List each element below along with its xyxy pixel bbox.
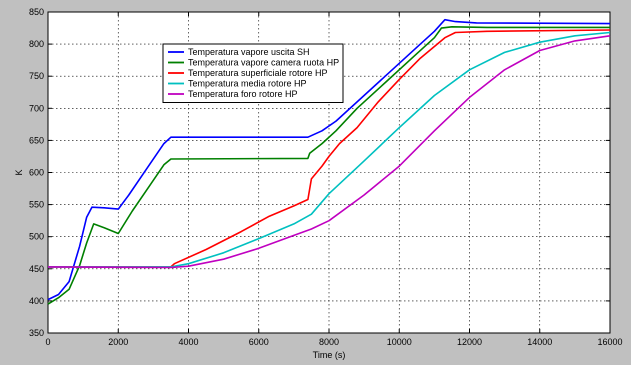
y-tick-label: 700: [29, 103, 44, 113]
series-line-1: [47, 18, 611, 301]
legend-label-2: Temperatura vapore camera ruota HP: [188, 58, 339, 68]
y-tick-label: 850: [29, 7, 44, 17]
series-lines: [47, 18, 611, 305]
x-tick-label: 0: [45, 337, 50, 347]
y-tick-label: 550: [29, 200, 44, 210]
y-tick-label: 650: [29, 135, 44, 145]
series-line-4: [48, 31, 611, 268]
series-line-5: [47, 35, 611, 269]
y-tick-label: 450: [29, 264, 44, 274]
legend: Temperatura vapore uscita SHTemperatura …: [162, 43, 344, 103]
x-tick-label: 14000: [527, 337, 552, 347]
y-tick-label: 400: [29, 296, 44, 306]
x-tick-label: 4000: [178, 337, 198, 347]
y-tick-label: 750: [29, 71, 44, 81]
x-tick-label: 2000: [108, 337, 128, 347]
x-tick-label: 8000: [319, 337, 339, 347]
legend-label-5: Temperatura foro rotore HP: [188, 89, 298, 99]
y-tick-label: 350: [29, 328, 44, 338]
x-axis-label: Time (s): [313, 350, 346, 360]
y-tick-label: 600: [29, 168, 44, 178]
series-line-3: [48, 29, 611, 268]
x-tick-label: 12000: [457, 337, 482, 347]
y-axis-label: K: [14, 169, 24, 175]
axis-ticks: 0 2000 4000 6000 8000 10000 12000 14000 16000 350…: [29, 7, 623, 347]
x-tick-label: 16000: [597, 337, 622, 347]
legend-box: [162, 43, 344, 103]
y-tick-label: 500: [29, 232, 44, 242]
y-tick-label: 800: [29, 39, 44, 49]
x-tick-label: 6000: [249, 337, 269, 347]
series-line-2: [47, 26, 610, 305]
legend-label-3: Temperatura superficiale rotore HP: [188, 68, 328, 78]
x-tick-label: 10000: [387, 337, 412, 347]
legend-label-4: Temperatura media rotore HP: [188, 79, 307, 89]
legend-label-1: Temperatura vapore uscita SH: [188, 47, 310, 57]
